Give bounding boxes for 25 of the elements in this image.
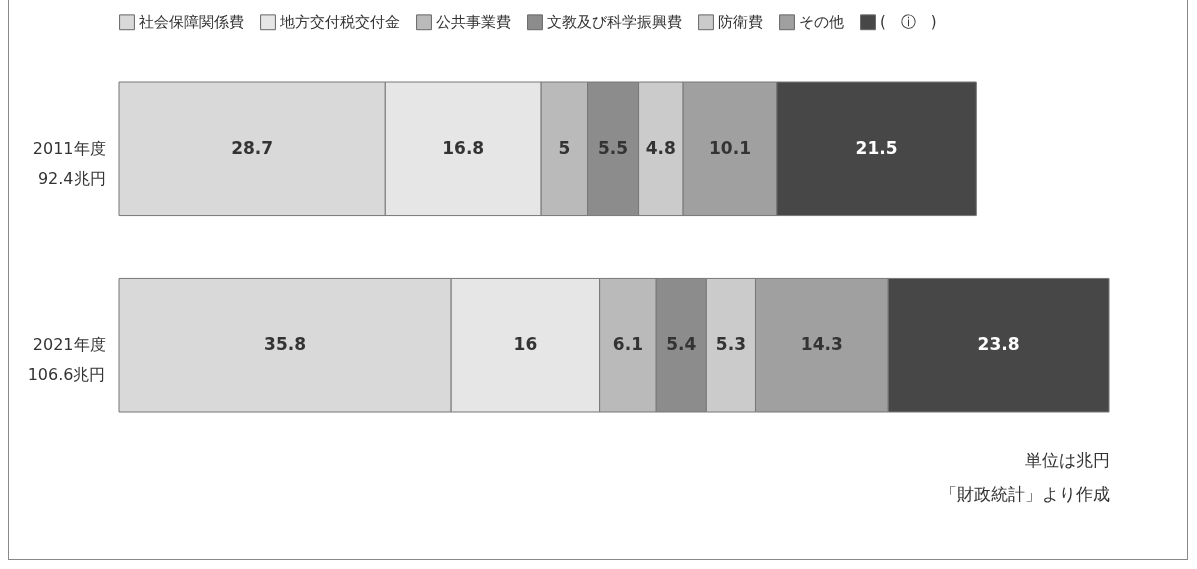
- data-label: 23.8: [977, 334, 1020, 355]
- data-label: 4.8: [645, 137, 676, 158]
- data-label: 16.8: [442, 137, 485, 158]
- data-label: 16: [513, 334, 538, 355]
- legend-label: 文教及び科学振興費: [547, 13, 682, 32]
- data-label: 35.8: [264, 334, 307, 355]
- data-label: 5.5: [598, 137, 629, 158]
- legend-label: 地方交付税交付金: [279, 13, 400, 32]
- annotation: 単位は兆円: [1024, 449, 1110, 470]
- legend-label: 防衛費: [718, 13, 763, 32]
- data-label: 28.7: [231, 137, 274, 158]
- legend-label: 公共事業費: [436, 13, 511, 32]
- data-label: 21.5: [855, 137, 898, 158]
- legend-label: 社会保障関係費: [139, 13, 244, 32]
- data-label: 6.1: [612, 334, 643, 355]
- data-label: 10.1: [709, 137, 751, 158]
- data-label: 5.3: [715, 334, 746, 355]
- data-label: 5.4: [666, 334, 697, 355]
- y-tick-label: 2011年度 92.4兆円: [32, 138, 106, 188]
- data-label: 5: [558, 137, 571, 158]
- legend-label: その他: [799, 13, 844, 32]
- text: 「財政統計」より作成: [939, 483, 1110, 504]
- y-tick-label: 2021年度 106.6兆円: [27, 335, 106, 385]
- data-label: 14.3: [800, 334, 843, 355]
- legend-label: ( ⓘ ): [880, 13, 937, 32]
